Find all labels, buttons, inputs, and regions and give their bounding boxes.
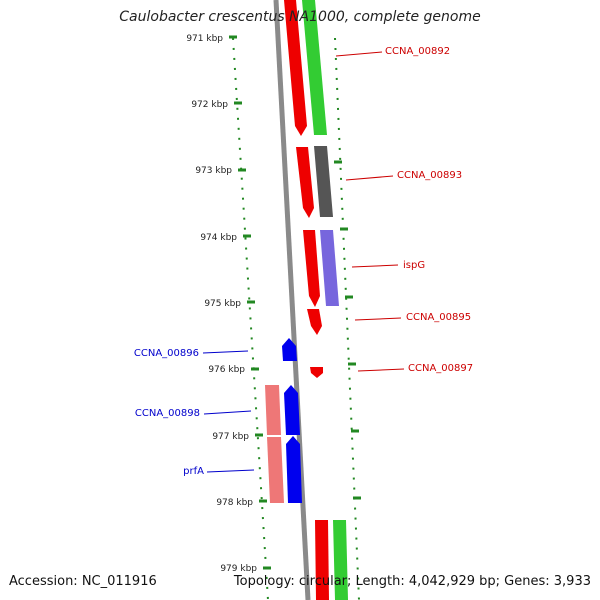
cds-ispg[interactable]	[320, 230, 339, 306]
label-prfa[interactable]: prfA	[183, 466, 204, 477]
label-ccna-00892[interactable]: CCNA_00892	[385, 46, 450, 57]
scale-label: 976 kbp	[208, 365, 245, 375]
label-ccna-00893[interactable]: CCNA_00893	[397, 170, 462, 181]
label-ccna-00898[interactable]: CCNA_00898	[135, 408, 200, 419]
reverse-gene-labels: CCNA_00896 CCNA_00898 prfA	[134, 348, 204, 477]
gene-ccna-00892[interactable]	[284, 0, 307, 136]
forward-leaders	[335, 51, 405, 372]
scale-ticks	[229, 35, 361, 570]
topology-summary: Topology: circular; Length: 4,042,929 bp…	[233, 574, 591, 589]
gene-ccna-00895[interactable]	[307, 309, 322, 335]
gene-ccna-00893[interactable]	[296, 147, 314, 218]
forward-genes	[284, 0, 329, 600]
gene-bottom-red[interactable]	[315, 520, 329, 600]
genome-backbone	[273, 0, 311, 600]
forward-cds	[302, 0, 348, 600]
right-dotted-track	[334, 37, 360, 600]
gene-prfa[interactable]	[286, 436, 302, 503]
scale-labels: 971 kbp 972 kbp 973 kbp 974 kbp 975 kbp …	[186, 34, 257, 574]
gene-ccna-00896[interactable]	[282, 338, 297, 361]
scale-label: 973 kbp	[195, 166, 232, 176]
gene-ccna-00898[interactable]	[284, 385, 300, 435]
genome-title: Caulobacter crescentus NA1000, complete …	[119, 9, 481, 25]
reverse-leaders	[202, 350, 255, 473]
cds-ccna-00893[interactable]	[314, 146, 333, 217]
scale-label: 971 kbp	[186, 34, 223, 44]
reverse-genes	[282, 338, 302, 503]
cds-ccna-00898[interactable]	[265, 385, 281, 435]
cds-prfa[interactable]	[267, 437, 284, 503]
gene-ccna-00897[interactable]	[310, 367, 323, 378]
scale-label: 978 kbp	[216, 498, 253, 508]
gene-ispg[interactable]	[303, 230, 320, 307]
scale-label: 974 kbp	[200, 233, 237, 243]
forward-gene-labels: CCNA_00892 CCNA_00893 ispG CCNA_00895 CC…	[385, 46, 473, 374]
label-ccna-00895[interactable]: CCNA_00895	[406, 312, 471, 323]
scale-label: 972 kbp	[191, 100, 228, 110]
label-ispg[interactable]: ispG	[403, 260, 425, 271]
cds-ccna-00892[interactable]	[302, 0, 327, 135]
scale-label: 975 kbp	[204, 299, 241, 309]
reverse-cds	[265, 385, 284, 503]
label-ccna-00896[interactable]: CCNA_00896	[134, 348, 199, 359]
accession-text: Accession: NC_011916	[9, 574, 157, 589]
label-ccna-00897[interactable]: CCNA_00897	[408, 363, 473, 374]
scale-label: 977 kbp	[212, 432, 249, 442]
scale-label: 979 kbp	[220, 564, 257, 574]
cds-bottom-green[interactable]	[333, 520, 348, 600]
left-dotted-track	[232, 37, 269, 600]
